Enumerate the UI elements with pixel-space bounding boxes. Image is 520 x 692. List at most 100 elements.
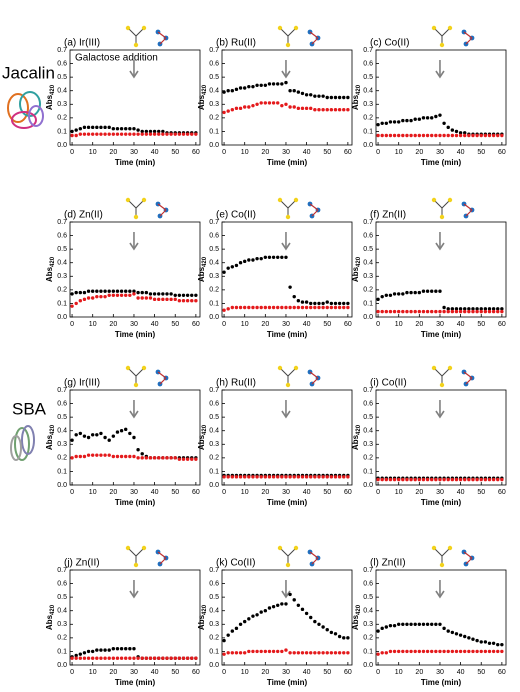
data-point (169, 292, 173, 296)
data-point (346, 108, 350, 112)
data-point (78, 127, 83, 131)
data-point (321, 651, 325, 655)
data-point (259, 610, 263, 614)
arrow-head (281, 590, 291, 599)
y-tick-label: 0.3 (57, 621, 67, 628)
y-tick-label: 0.0 (209, 662, 219, 669)
data-point (491, 307, 496, 311)
y-tick-label: 0.2 (57, 455, 67, 462)
data-point (417, 290, 422, 295)
data-point (74, 290, 78, 295)
data-point (165, 456, 169, 460)
data-point (321, 625, 325, 629)
data-point (496, 133, 500, 138)
data-point (304, 475, 309, 479)
data-point (450, 128, 455, 132)
x-tick-label: 40 (457, 321, 465, 328)
data-point (405, 649, 409, 654)
y-axis-label-main: Abs (351, 434, 360, 450)
data-point (384, 309, 389, 314)
data-point (329, 475, 334, 479)
data-point (434, 309, 438, 314)
data-point (296, 106, 301, 111)
data-point (483, 309, 488, 314)
y-tick-label: 0.1 (57, 468, 67, 475)
data-point (95, 294, 99, 299)
data-point (103, 648, 107, 652)
data-point (242, 305, 247, 310)
data-point (194, 457, 198, 461)
y-tick-label: 0.0 (209, 482, 219, 489)
data-point (396, 622, 401, 626)
data-point (107, 453, 111, 457)
x-tick-label: 40 (151, 669, 159, 676)
y-tick-label: 0.3 (363, 441, 373, 448)
atom (447, 25, 453, 31)
data-point (190, 656, 194, 660)
data-point (255, 305, 259, 310)
data-point (152, 292, 157, 296)
data-point (161, 656, 165, 660)
data-point (82, 125, 87, 130)
y-tick-label: 0.6 (57, 580, 67, 587)
y-tick-label: 0.0 (363, 662, 373, 669)
data-point (500, 309, 504, 314)
data-point (90, 656, 95, 660)
data-point (487, 649, 492, 654)
x-tick-label: 10 (395, 669, 403, 676)
data-point (119, 293, 124, 297)
data-point (401, 118, 405, 123)
x-tick-label: 20 (261, 489, 269, 496)
data-point (442, 121, 446, 125)
data-point (313, 108, 317, 112)
data-point (342, 651, 346, 655)
data-point (376, 477, 380, 482)
y-axis-label-subscript: 420 (50, 604, 56, 615)
data-point (226, 633, 230, 637)
data-point (450, 630, 455, 635)
data-point (487, 641, 492, 645)
arrow-head (129, 242, 139, 251)
data-point (119, 429, 124, 433)
data-point (288, 105, 292, 109)
y-tick-label: 0.4 (363, 608, 373, 615)
data-point (463, 133, 467, 138)
data-point (169, 456, 173, 460)
data-point (392, 292, 397, 296)
data-point (309, 305, 313, 310)
bond (465, 37, 473, 45)
data-point (288, 285, 292, 289)
data-point (496, 649, 500, 654)
data-point (128, 289, 132, 293)
y-tick-label: 0.6 (209, 400, 219, 407)
data-point (255, 102, 259, 106)
x-tick-label: 40 (151, 321, 159, 328)
data-point (430, 116, 434, 120)
data-point (417, 117, 422, 121)
y-tick-label: 0.1 (209, 300, 219, 307)
data-point (401, 477, 405, 482)
data-point (463, 649, 467, 654)
data-point (376, 122, 380, 127)
molecule-icon (125, 197, 169, 220)
y-axis-label-main: Abs (45, 94, 54, 110)
x-tick-label: 60 (344, 489, 352, 496)
data-point (292, 89, 296, 93)
arrow-head (129, 70, 139, 79)
data-point (388, 120, 393, 124)
data-point (280, 649, 284, 654)
atom (431, 25, 437, 31)
y-tick-label: 0.1 (363, 468, 373, 475)
arrow-head (281, 70, 291, 79)
data-point (413, 622, 417, 626)
plot-frame (375, 569, 507, 666)
data-point (380, 121, 384, 125)
x-axis-label: Time (min) (421, 678, 462, 687)
x-tick-label: 10 (395, 149, 403, 156)
x-tick-label: 0 (376, 149, 380, 156)
data-point (458, 477, 463, 482)
arrow-head (435, 410, 445, 419)
y-axis-label-main: Abs (351, 94, 360, 110)
data-point (222, 652, 226, 656)
data-point (242, 105, 247, 109)
